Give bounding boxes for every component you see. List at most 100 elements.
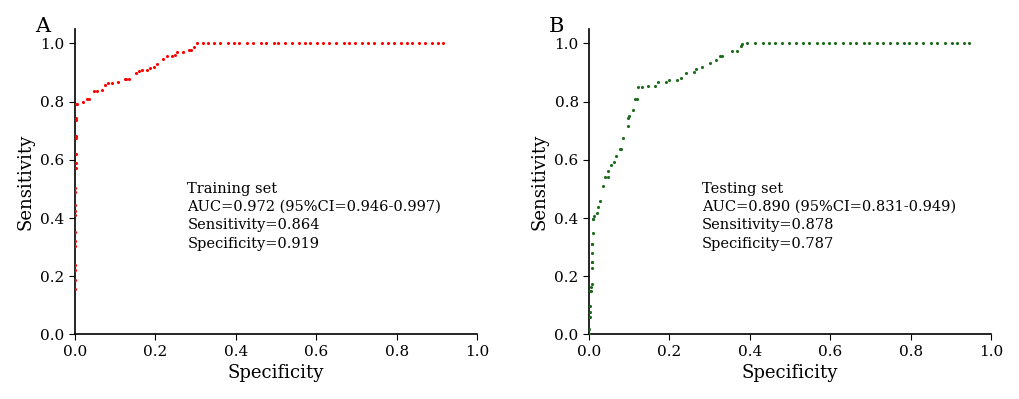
Point: [660, 77, 677, 83]
Point: [707, 57, 723, 63]
Point: [68, 101, 85, 107]
Point: [591, 198, 607, 204]
Point: [955, 40, 971, 47]
Point: [159, 53, 175, 59]
Point: [116, 76, 132, 82]
Point: [360, 40, 376, 47]
Point: [309, 40, 325, 47]
Point: [693, 64, 709, 70]
Point: [584, 250, 600, 256]
Point: [766, 40, 783, 47]
Point: [583, 259, 599, 265]
Point: [290, 40, 307, 47]
Point: [728, 47, 744, 54]
Point: [895, 40, 911, 47]
Point: [620, 123, 636, 129]
Point: [200, 40, 216, 47]
Point: [276, 40, 292, 47]
Point: [67, 165, 84, 172]
Point: [379, 40, 395, 47]
Point: [186, 43, 203, 50]
Point: [66, 277, 83, 284]
Point: [67, 267, 84, 273]
Point: [99, 80, 115, 86]
Point: [746, 40, 762, 47]
Point: [589, 203, 605, 210]
Point: [67, 135, 84, 142]
Point: [847, 40, 863, 47]
Point: [103, 80, 119, 86]
Point: [881, 40, 898, 47]
Point: [245, 40, 261, 47]
Point: [584, 215, 600, 222]
Point: [86, 87, 102, 94]
Point: [429, 40, 445, 47]
Point: [773, 40, 790, 47]
Point: [841, 40, 857, 47]
Point: [283, 40, 300, 47]
Point: [685, 69, 701, 76]
Point: [366, 40, 382, 47]
Point: [733, 41, 749, 47]
Point: [649, 78, 665, 85]
Point: [713, 53, 730, 59]
Point: [219, 40, 235, 47]
Point: [614, 134, 631, 141]
Point: [68, 115, 85, 121]
Point: [128, 70, 145, 77]
Point: [206, 40, 222, 47]
Point: [67, 229, 84, 235]
Point: [66, 286, 83, 292]
Point: [346, 40, 363, 47]
Y-axis label: Sensitivity: Sensitivity: [16, 134, 35, 230]
Point: [611, 146, 628, 152]
Point: [781, 40, 797, 47]
Point: [701, 60, 717, 66]
Point: [97, 82, 113, 88]
Point: [354, 40, 370, 47]
Point: [582, 288, 598, 294]
Point: [667, 76, 684, 83]
Point: [888, 40, 904, 47]
Point: [67, 133, 84, 140]
Point: [340, 40, 357, 47]
Point: [621, 113, 637, 119]
Point: [166, 51, 182, 58]
Point: [81, 95, 97, 102]
Point: [626, 96, 642, 103]
Point: [582, 283, 598, 290]
Point: [146, 64, 162, 70]
Point: [633, 84, 649, 90]
Point: [738, 40, 754, 47]
Text: A: A: [35, 17, 50, 36]
Point: [602, 162, 619, 168]
Point: [181, 47, 198, 53]
Point: [855, 40, 871, 47]
X-axis label: Specificity: Specificity: [227, 364, 324, 382]
Point: [435, 40, 451, 47]
Point: [873, 40, 890, 47]
Point: [189, 40, 205, 47]
Point: [67, 159, 84, 166]
Point: [583, 265, 599, 271]
Point: [67, 202, 84, 209]
Point: [948, 40, 964, 47]
Point: [814, 40, 830, 47]
Point: [168, 49, 184, 55]
Point: [596, 174, 612, 180]
Point: [607, 153, 624, 159]
Point: [834, 40, 850, 47]
Point: [335, 40, 352, 47]
Point: [630, 84, 646, 90]
Point: [639, 82, 655, 89]
Point: [582, 287, 598, 294]
Point: [582, 309, 598, 316]
Point: [935, 40, 952, 47]
Point: [588, 210, 604, 216]
Point: [678, 70, 694, 77]
Point: [238, 40, 255, 47]
Point: [253, 40, 269, 47]
Point: [687, 66, 703, 73]
Point: [867, 40, 883, 47]
Point: [584, 215, 600, 222]
